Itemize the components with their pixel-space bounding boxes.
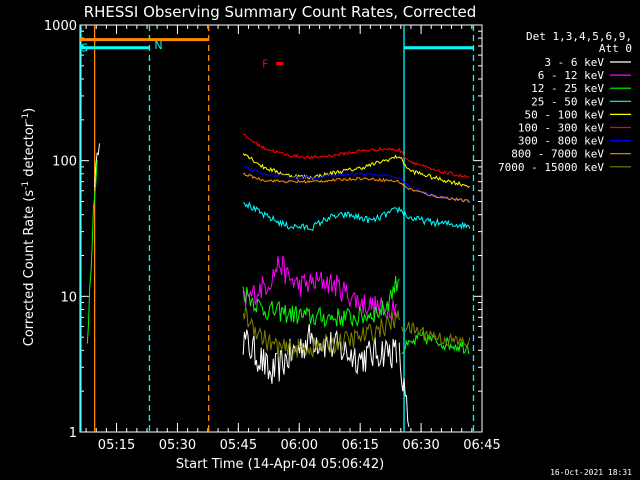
y-tick-label: 100 [52, 155, 77, 170]
series-trace [243, 165, 471, 203]
series-trace [243, 255, 398, 320]
y-axis-label-mid: detector [22, 121, 37, 181]
series-trace [242, 306, 400, 360]
series-trace [401, 331, 470, 355]
y-tick-label: 1 [69, 426, 77, 441]
x-tick-label: 05:45 [220, 438, 257, 453]
y-axis-label-sup1: -1 [21, 181, 31, 190]
flag-interval-label: S [81, 42, 88, 55]
series-trace [242, 275, 400, 328]
series-trace [242, 133, 471, 179]
flag-interval-label: F [262, 58, 268, 71]
x-tick-label: 06:15 [341, 438, 378, 453]
y-axis-label-pre: Corrected Count Rate (s [22, 190, 37, 347]
legend-label: 300 - 800 keV [518, 135, 604, 148]
x-tick-label: 05:30 [159, 438, 196, 453]
series-trace [242, 172, 471, 203]
series-5 [242, 133, 471, 179]
legend-label: 25 - 50 keV [531, 95, 604, 108]
y-tick-label: 10 [60, 290, 77, 305]
series-3 [243, 201, 471, 232]
series-7 [242, 172, 471, 203]
legend-label: 6 - 12 keV [538, 69, 605, 82]
chart-title: RHESSI Observing Summary Count Rates, Co… [84, 3, 477, 21]
series-trace [242, 324, 398, 384]
series-8 [242, 306, 471, 360]
series-trace [401, 321, 471, 348]
x-tick-label: 06:45 [463, 438, 500, 453]
plot-area: 1 10 100 1000 05:15 05:30 05:45 06:00 06:15 06:30… [44, 19, 501, 453]
series-trace [86, 159, 98, 344]
legend-header-attenuator: Att 0 [599, 42, 632, 55]
series-trace [94, 143, 100, 188]
legend-label: 50 - 100 keV [525, 108, 605, 121]
series-0 [94, 143, 410, 427]
x-tick-label: 05:15 [98, 438, 135, 453]
legend-label: 100 - 300 keV [518, 122, 604, 135]
plot-frame [79, 24, 483, 433]
x-tick-label: 06:30 [402, 438, 439, 453]
y-axis-label-post: ) [22, 108, 37, 113]
y-tick-label: 1000 [44, 19, 77, 34]
series-trace [398, 342, 410, 427]
y-axis-label: Corrected Count Rate (s-1 detector-1) [21, 108, 37, 346]
legend-label: 7000 - 15000 keV [498, 161, 604, 174]
footer-date: 16-Oct-2021 18:31 [550, 468, 632, 477]
series-trace [243, 201, 471, 232]
legend-label: 12 - 25 keV [531, 82, 604, 95]
series-4 [242, 153, 471, 188]
series-1 [243, 255, 398, 320]
series-trace [242, 153, 471, 188]
y-axis-label-sup2: -1 [21, 113, 31, 122]
series-6 [243, 165, 471, 203]
legend-header-detectors: Det 1,3,4,5,6,9, [526, 30, 632, 43]
legend-label: 800 - 7000 keV [511, 148, 604, 161]
legend-label: 3 - 6 keV [544, 56, 604, 69]
x-axis-label: Start Time (14-Apr-04 05:06:42) [176, 457, 384, 472]
x-tick-label: 06:00 [281, 438, 318, 453]
vertical-marker-label: N [154, 39, 162, 52]
